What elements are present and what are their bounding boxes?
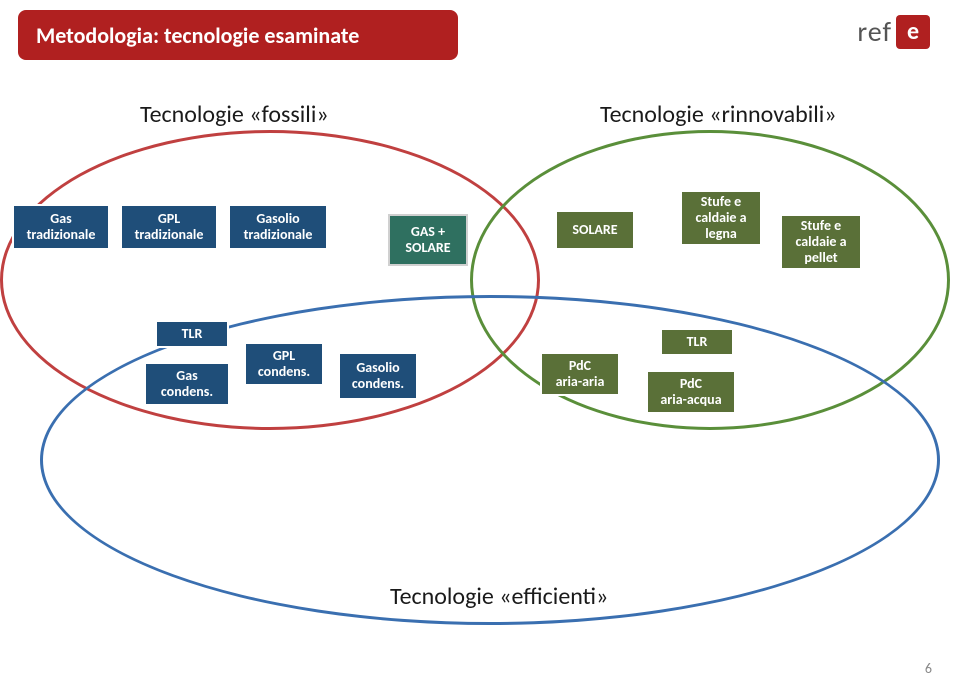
box-gas-solare: GAS +SOLARE (388, 214, 468, 266)
box-stufe-legna: Stufe ecaldaie alegna (680, 190, 762, 246)
logo-text: ref (857, 14, 892, 49)
logo: ref e (857, 14, 930, 49)
logo-badge: e (896, 15, 930, 49)
box-gpl-cond: GPLcondens. (244, 342, 324, 386)
box-pdc-aria-acqua: PdCaria-acqua (646, 370, 736, 414)
box-gasolio-cond: Gasoliocondens. (338, 352, 418, 400)
box-solare: SOLARE (555, 210, 635, 250)
box-stufe-pellet: Stufe ecaldaie apellet (780, 214, 862, 270)
box-pdc-aria-aria: PdCaria-aria (540, 352, 620, 396)
box-tlr-right: TLR (660, 328, 734, 356)
section-label-fossili: Tecnologie «fossili» (140, 100, 329, 129)
page-number: 6 (925, 660, 932, 677)
box-gasolio-trad: Gasoliotradizionale (228, 204, 328, 250)
box-tlr-left: TLR (155, 320, 229, 348)
box-gas-trad: Gastradizionale (12, 204, 110, 250)
section-label-rinnovabili: Tecnologie «rinnovabili» (600, 100, 837, 129)
box-gas-cond: Gascondens. (144, 362, 230, 406)
section-label-efficienti: Tecnologie «efficienti» (390, 582, 608, 611)
slide-title-bar: Metodologia: tecnologie esaminate (18, 10, 458, 60)
slide-title: Metodologia: tecnologie esaminate (36, 22, 359, 49)
box-gpl-trad: GPLtradizionale (120, 204, 218, 250)
